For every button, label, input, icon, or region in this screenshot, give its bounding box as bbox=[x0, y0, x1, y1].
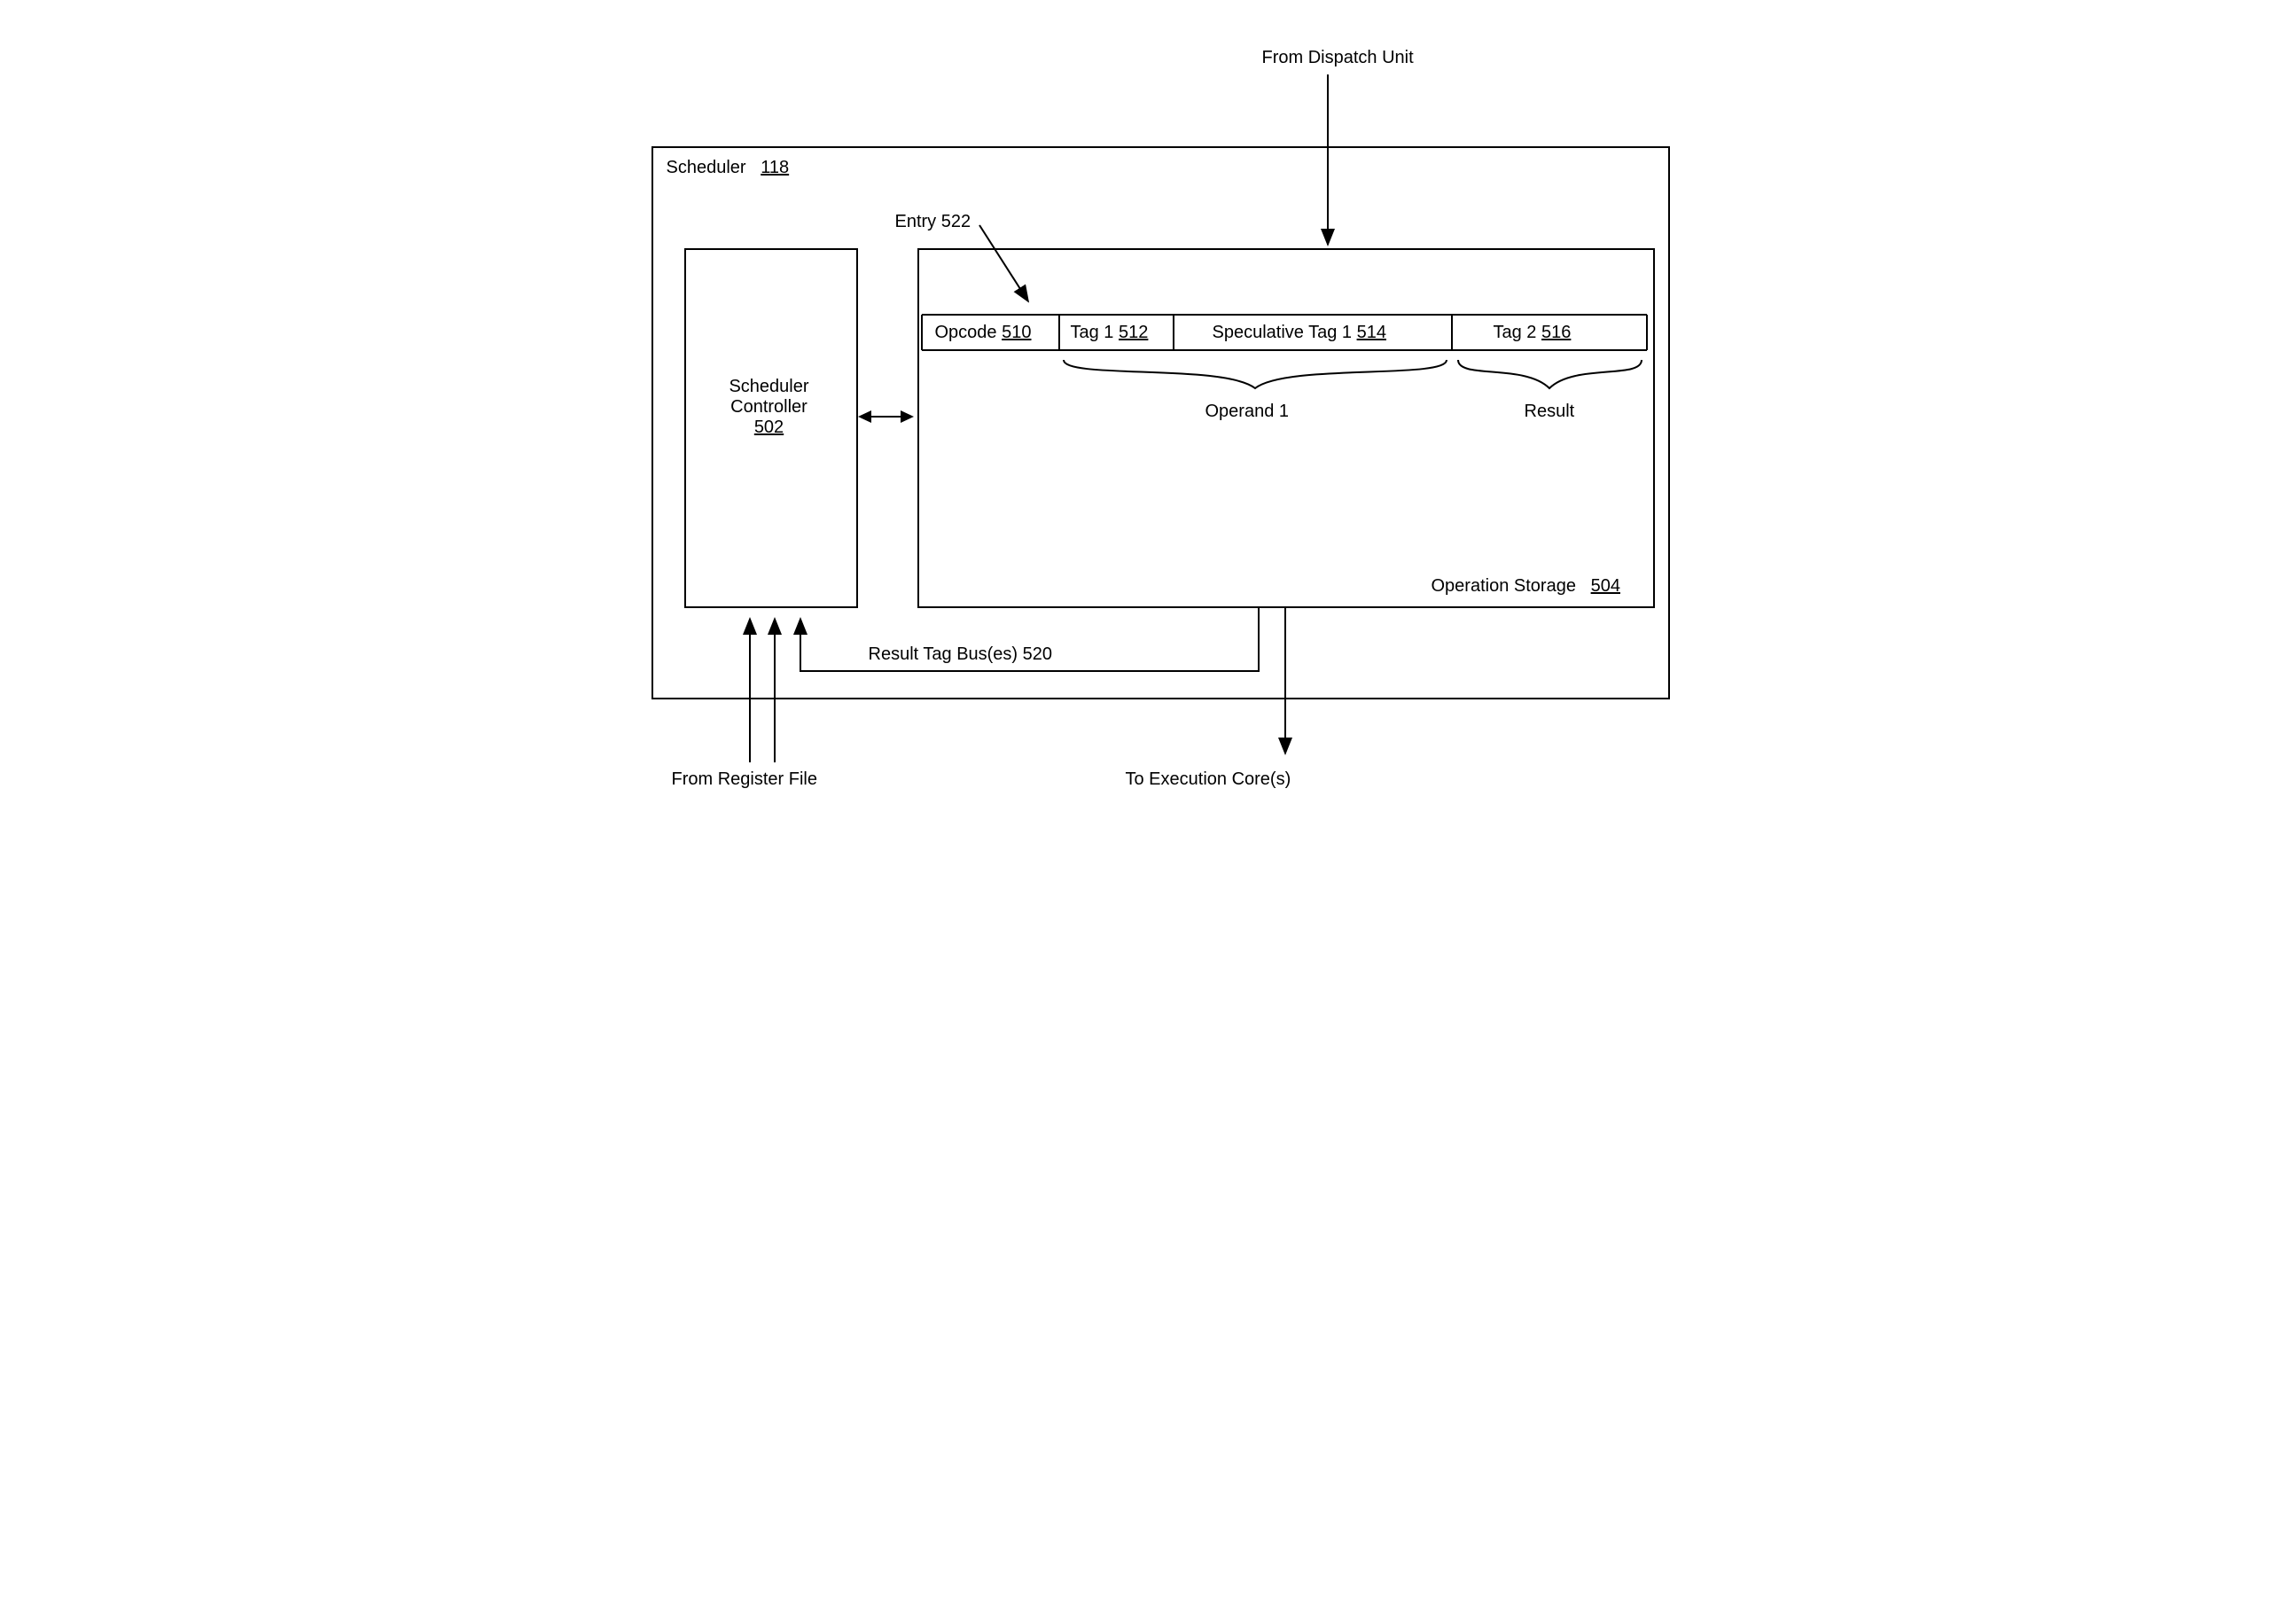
spec-tag1-num: 514 bbox=[1357, 323, 1386, 342]
operation-storage-box bbox=[917, 248, 1655, 608]
operation-storage-label: Operation Storage 504 bbox=[1432, 576, 1620, 597]
scheduler-controller-text: Scheduler Controller bbox=[729, 377, 808, 417]
spec-tag1-cell: Speculative Tag 1 514 bbox=[1213, 323, 1386, 343]
result-tag-bus-label: Result Tag Bus(es) 520 bbox=[869, 644, 1053, 665]
scheduler-controller-num: 502 bbox=[754, 418, 784, 437]
opcode-text: Opcode bbox=[935, 323, 997, 342]
opcode-num: 510 bbox=[1002, 323, 1031, 342]
tag1-cell: Tag 1 512 bbox=[1071, 323, 1149, 343]
operation-storage-text: Operation Storage bbox=[1432, 576, 1576, 596]
operand1-label: Operand 1 bbox=[1205, 402, 1290, 422]
from-register-file-label: From Register File bbox=[672, 769, 817, 790]
scheduler-text: Scheduler bbox=[667, 158, 746, 177]
tag2-text: Tag 2 bbox=[1494, 323, 1537, 342]
tag1-num: 512 bbox=[1119, 323, 1148, 342]
scheduler-label: Scheduler 118 bbox=[667, 158, 790, 178]
diagram-canvas: From Dispatch Unit Scheduler 118 Entry 5… bbox=[603, 18, 1684, 816]
tag2-num: 516 bbox=[1541, 323, 1571, 342]
scheduler-num: 118 bbox=[761, 158, 789, 177]
entry-label: Entry 522 bbox=[895, 212, 971, 232]
tag2-cell: Tag 2 516 bbox=[1494, 323, 1572, 343]
tag1-text: Tag 1 bbox=[1071, 323, 1114, 342]
opcode-cell: Opcode 510 bbox=[935, 323, 1032, 343]
from-dispatch-label: From Dispatch Unit bbox=[1262, 48, 1414, 68]
scheduler-controller-label: Scheduler Controller 502 bbox=[716, 377, 823, 438]
result-label: Result bbox=[1525, 402, 1575, 422]
spec-tag1-text: Speculative Tag 1 bbox=[1213, 323, 1353, 342]
to-execution-cores-label: To Execution Core(s) bbox=[1126, 769, 1291, 790]
operation-storage-num: 504 bbox=[1591, 576, 1620, 596]
